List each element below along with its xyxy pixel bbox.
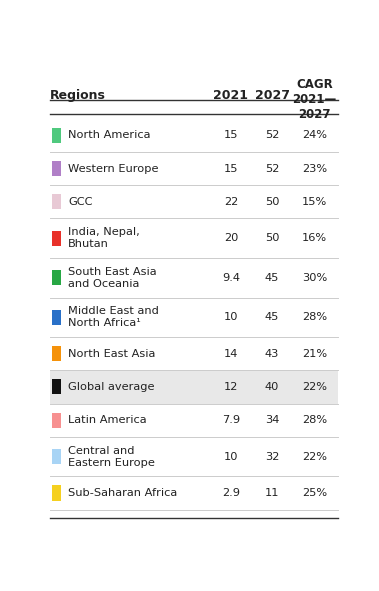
Text: 28%: 28% <box>302 312 327 322</box>
Text: 10: 10 <box>224 452 238 462</box>
Text: 22%: 22% <box>302 452 327 462</box>
Text: 52: 52 <box>265 130 279 140</box>
Text: 24%: 24% <box>302 130 327 140</box>
Text: 2.9: 2.9 <box>222 488 240 498</box>
Text: 34: 34 <box>265 415 279 425</box>
Text: 32: 32 <box>265 452 279 462</box>
Bar <box>52 230 61 246</box>
Text: 52: 52 <box>265 164 279 174</box>
Text: 45: 45 <box>265 312 279 322</box>
Bar <box>52 270 61 285</box>
Text: Middle East and
North Africa¹: Middle East and North Africa¹ <box>68 306 159 329</box>
Text: Central and
Eastern Europe: Central and Eastern Europe <box>68 446 155 467</box>
Text: 22%: 22% <box>302 382 327 392</box>
Text: 11: 11 <box>265 488 279 498</box>
Text: North America: North America <box>68 130 150 140</box>
Text: Global average: Global average <box>68 382 154 392</box>
Text: 50: 50 <box>265 197 279 207</box>
Bar <box>52 161 61 176</box>
Text: 21%: 21% <box>302 349 327 359</box>
Text: 15: 15 <box>224 130 238 140</box>
Text: 20: 20 <box>224 233 238 243</box>
Text: 16%: 16% <box>302 233 327 243</box>
Text: 14: 14 <box>224 349 238 359</box>
Text: 43: 43 <box>265 349 279 359</box>
Text: Regions: Regions <box>50 89 106 102</box>
Text: 9.4: 9.4 <box>222 273 240 282</box>
Bar <box>52 379 61 394</box>
Text: 22: 22 <box>224 197 238 207</box>
Text: 25%: 25% <box>302 488 327 498</box>
Text: 45: 45 <box>265 273 279 282</box>
Text: 50: 50 <box>265 233 279 243</box>
Text: GCC: GCC <box>68 197 92 207</box>
Bar <box>52 449 61 464</box>
Text: 12: 12 <box>224 382 238 392</box>
Text: 15: 15 <box>224 164 238 174</box>
Text: Western Europe: Western Europe <box>68 164 158 174</box>
Text: CAGR
2021—
2027: CAGR 2021— 2027 <box>293 78 337 121</box>
Text: 28%: 28% <box>302 415 327 425</box>
Text: 10: 10 <box>224 312 238 322</box>
Text: 23%: 23% <box>302 164 327 174</box>
Text: 40: 40 <box>265 382 279 392</box>
Bar <box>52 194 61 209</box>
Text: 2027: 2027 <box>255 89 290 102</box>
Text: 2021: 2021 <box>213 89 249 102</box>
Text: 7.9: 7.9 <box>222 415 240 425</box>
Bar <box>52 346 61 361</box>
Bar <box>52 310 61 325</box>
Bar <box>50 371 338 404</box>
Text: 15%: 15% <box>302 197 327 207</box>
Bar <box>52 485 61 501</box>
Text: Latin America: Latin America <box>68 415 147 425</box>
Bar <box>52 413 61 428</box>
Text: South East Asia
and Oceania: South East Asia and Oceania <box>68 267 157 289</box>
Text: Sub-Saharan Africa: Sub-Saharan Africa <box>68 488 177 498</box>
Text: India, Nepal,
Bhutan: India, Nepal, Bhutan <box>68 227 140 249</box>
Bar <box>52 128 61 143</box>
Text: 30%: 30% <box>302 273 327 282</box>
Text: North East Asia: North East Asia <box>68 349 155 359</box>
